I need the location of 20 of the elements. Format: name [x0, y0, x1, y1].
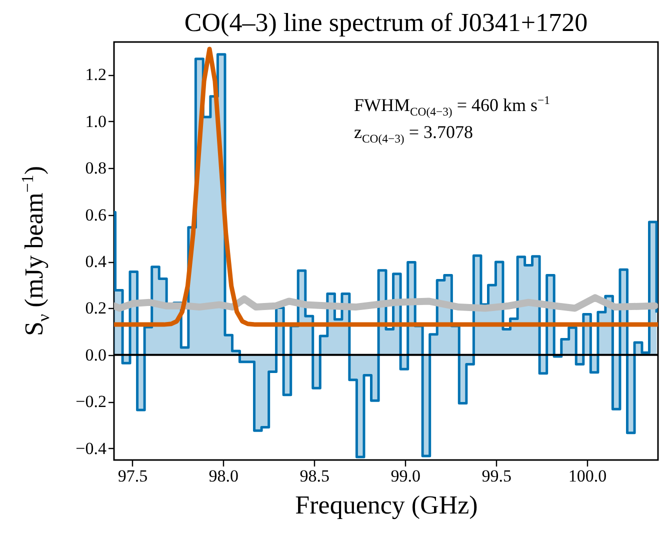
y-tick-label: 0.8 [85, 158, 106, 178]
x-axis-title: Frequency (GHz) [295, 490, 478, 520]
y-tick-label: 1.0 [85, 112, 106, 131]
y-tick-label: 0.0 [85, 345, 106, 364]
x-tick-label: 97.5 [118, 466, 148, 486]
x-tick-label: 98.0 [208, 466, 239, 486]
chart-title: CO(4–3) line spectrum of J0341+1720 [184, 8, 588, 37]
x-tick-label: 100.0 [568, 466, 607, 486]
y-tick-label: 0.6 [85, 205, 106, 224]
annotation: FWHM$_{CO(4−3)}$ = 460 km s$^{−1}$ [354, 94, 550, 119]
y-tick-label: −0.4 [76, 438, 107, 458]
x-tick-label: 99.5 [482, 466, 512, 486]
x-tick-label: 98.5 [300, 466, 330, 486]
line-series [114, 46, 658, 327]
y-tick-label: 0.4 [85, 252, 107, 272]
y-tick-label: −0.2 [76, 392, 106, 412]
y-tick-label: 1.2 [85, 65, 106, 84]
y-tick-label: 0.2 [85, 298, 106, 318]
annotation: z$_{CO(4−3)}$ = 3.7078 [354, 122, 473, 146]
x-tick-label: 99.0 [390, 466, 420, 486]
